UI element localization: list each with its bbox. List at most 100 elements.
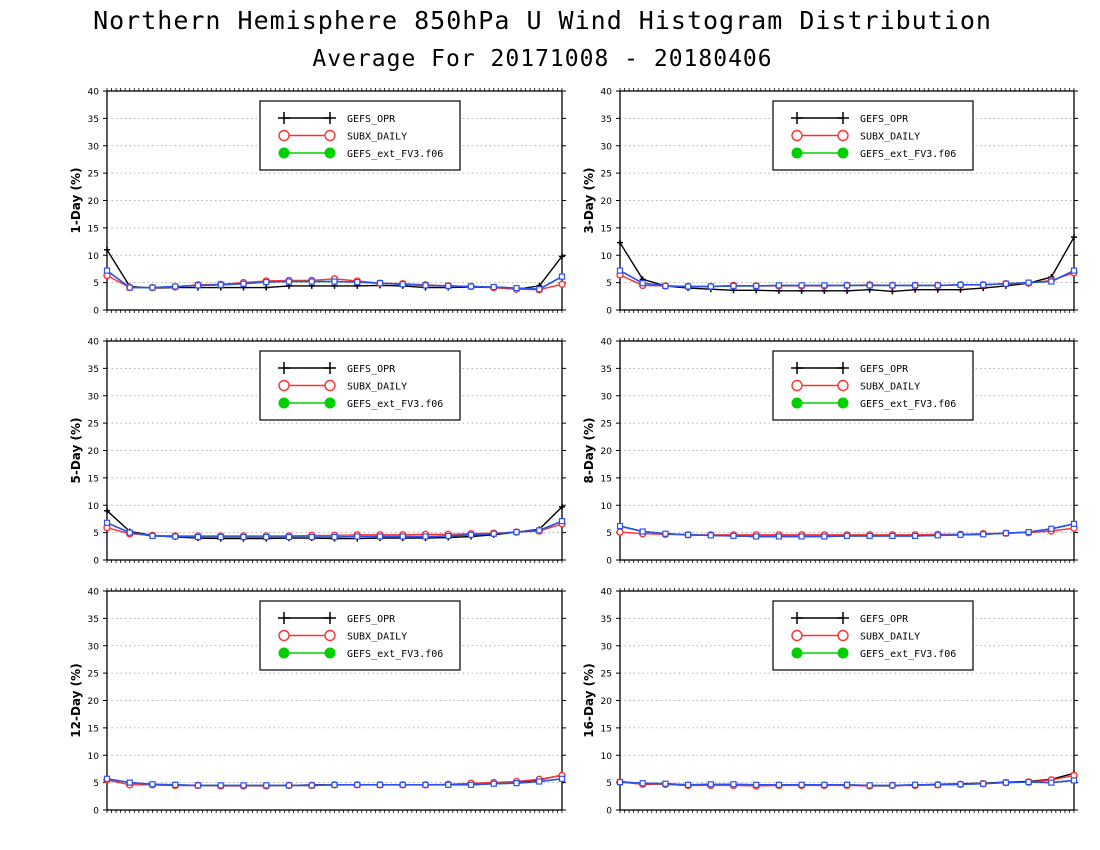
chart-panel-5: 0 5 10 15 20 25 30 35 40 12-Day (%) GEFS_OPR SUBX_D… xyxy=(69,588,566,817)
legend-marker xyxy=(837,629,849,642)
y-tick-label: 0 xyxy=(93,307,99,317)
data-point xyxy=(354,781,361,788)
data-point xyxy=(1025,279,1032,286)
y-tick-label: 30 xyxy=(88,392,100,402)
data-point xyxy=(399,781,406,788)
data-point xyxy=(536,286,543,293)
data-point xyxy=(1025,778,1032,786)
data-point xyxy=(422,781,429,788)
legend-marker xyxy=(278,397,290,409)
data-point xyxy=(639,280,646,287)
data-point xyxy=(889,288,896,295)
data-point xyxy=(707,781,714,788)
legend-label: GEFS_ext_FV3.f06 xyxy=(347,149,443,160)
legend-marker xyxy=(791,647,803,659)
y-tick-label: 30 xyxy=(601,642,613,652)
data-point xyxy=(684,531,692,538)
y-axis-label: 5-Day (%) xyxy=(69,417,83,483)
data-point xyxy=(616,528,624,536)
y-tick-label: 5 xyxy=(93,779,99,789)
data-point xyxy=(1070,520,1078,527)
data-point xyxy=(889,782,896,789)
data-point xyxy=(490,283,497,291)
data-point xyxy=(376,280,384,287)
data-point xyxy=(616,267,624,274)
data-point xyxy=(331,781,338,788)
legend-marker xyxy=(837,647,849,659)
y-tick-label: 25 xyxy=(601,170,612,180)
chart-panel-1: 0 5 10 15 20 25 30 35 40 1-Day (%) GEFS_OPR SUBX_DA… xyxy=(69,88,566,317)
legend-label: SUBX_DAILY xyxy=(860,632,920,643)
data-point xyxy=(376,533,384,540)
data-point xyxy=(240,782,247,789)
y-tick-label: 5 xyxy=(606,779,612,789)
data-point xyxy=(1071,234,1077,241)
legend-marker xyxy=(791,629,803,642)
data-point xyxy=(866,782,873,789)
data-point xyxy=(730,781,737,788)
legend-label: GEFS_ext_FV3.f06 xyxy=(347,399,443,410)
data-point xyxy=(843,532,851,540)
data-point xyxy=(126,779,133,786)
y-tick-label: 5 xyxy=(93,529,99,539)
y-tick-label: 30 xyxy=(88,142,100,152)
y-tick-label: 40 xyxy=(601,338,613,348)
data-point xyxy=(194,782,202,789)
y-tick-label: 10 xyxy=(88,252,100,262)
y-tick-label: 5 xyxy=(606,279,612,289)
data-point xyxy=(662,282,669,290)
y-tick-label: 15 xyxy=(88,724,99,734)
data-point xyxy=(911,282,919,289)
data-point xyxy=(775,533,783,540)
page-title: Northern Hemisphere 850hPa U Wind Histog… xyxy=(93,6,992,35)
legend-marker xyxy=(837,112,849,124)
legend-marker xyxy=(837,147,849,159)
chart-panel-2: 0 5 10 15 20 25 30 35 40 3-Day (%) GEFS_OPR SUBX_DA… xyxy=(582,88,1078,317)
data-point xyxy=(126,529,133,536)
data-point xyxy=(126,284,133,291)
data-point xyxy=(753,781,760,788)
y-tick-label: 25 xyxy=(601,420,612,430)
chart-panel-3: 0 5 10 15 20 25 30 35 40 5-Day (%) GEFS_OPR SUBX_DA… xyxy=(69,338,566,567)
legend-marker xyxy=(324,629,336,642)
data-point xyxy=(490,780,497,787)
y-tick-label: 30 xyxy=(601,142,613,152)
data-point xyxy=(775,781,783,788)
legend-marker xyxy=(278,129,290,142)
data-point xyxy=(354,278,361,286)
legend-marker xyxy=(324,397,336,409)
y-axis-label: 3-Day (%) xyxy=(582,167,596,233)
data-point xyxy=(104,246,110,253)
legend-marker xyxy=(791,362,803,374)
data-point xyxy=(172,533,179,540)
legend-label: GEFS_OPR xyxy=(347,614,396,625)
legend-marker xyxy=(278,612,290,624)
y-tick-label: 40 xyxy=(88,88,100,98)
data-point xyxy=(331,533,338,541)
legend-marker xyxy=(324,612,336,624)
y-tick-label: 10 xyxy=(601,752,613,762)
data-point xyxy=(263,533,270,541)
y-tick-label: 10 xyxy=(88,752,100,762)
y-tick-label: 20 xyxy=(601,197,613,207)
data-point xyxy=(445,282,452,290)
legend-label: GEFS_ext_FV3.f06 xyxy=(347,649,443,660)
legend-label: GEFS_ext_FV3.f06 xyxy=(860,399,956,410)
data-point xyxy=(934,282,941,289)
y-tick-label: 5 xyxy=(606,529,612,539)
y-tick-label: 35 xyxy=(88,365,99,375)
y-tick-label: 40 xyxy=(88,338,100,348)
legend-marker xyxy=(278,379,290,392)
y-tick-label: 40 xyxy=(601,588,613,598)
data-point xyxy=(172,781,179,788)
data-point xyxy=(422,282,429,289)
y-tick-label: 10 xyxy=(88,502,100,512)
y-tick-label: 25 xyxy=(88,670,99,680)
data-point xyxy=(399,533,406,540)
data-point xyxy=(194,533,202,541)
data-point xyxy=(866,282,873,289)
legend-label: GEFS_OPR xyxy=(347,114,396,125)
data-point xyxy=(104,507,110,514)
y-tick-label: 25 xyxy=(88,170,99,180)
